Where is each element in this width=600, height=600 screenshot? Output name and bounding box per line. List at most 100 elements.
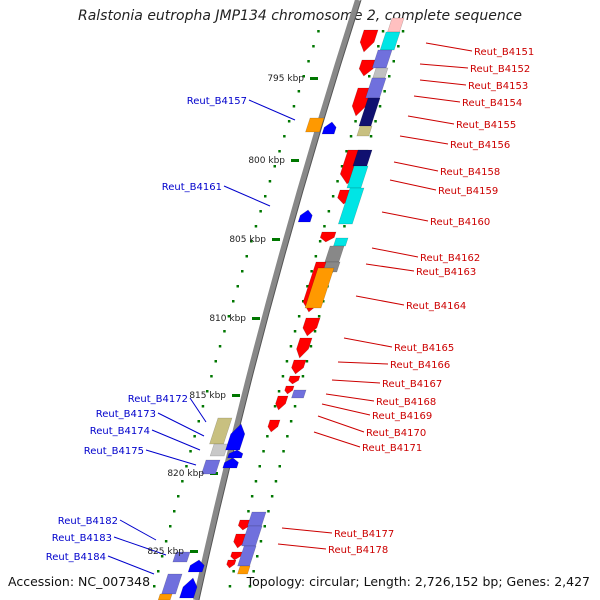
outer-dotted-track-2 (248, 585, 252, 588)
forward-gene (267, 419, 281, 433)
inner-dotted-track (193, 435, 196, 438)
outer-dotted-track-1 (250, 495, 254, 498)
reverse-gene-leader (157, 412, 205, 437)
forward-gene-leader (419, 63, 469, 69)
outer-dotted-track-1 (327, 210, 331, 213)
reverse-gene-label: Reut_B4183 (52, 533, 112, 544)
forward-gene-leader (393, 161, 439, 172)
forward-colored-gene (337, 187, 365, 225)
reverse-gene-leader (107, 555, 155, 575)
scale-tick (190, 550, 198, 553)
inner-dotted-track (297, 90, 301, 93)
scale-tick (252, 317, 260, 320)
forward-gene-label: Reut_B4177 (334, 529, 394, 540)
inner-dotted-track (173, 510, 176, 513)
forward-gene (302, 317, 321, 337)
outer-dotted-track-1 (354, 120, 357, 123)
forward-gene-label: Reut_B4166 (390, 360, 450, 371)
outer-dotted-track-1 (285, 360, 289, 363)
outer-dotted-track-2 (289, 420, 293, 423)
forward-gene (296, 337, 313, 359)
scale-label: 800 kbp (248, 156, 285, 166)
inner-dotted-track (185, 465, 188, 468)
outer-dotted-track-1 (277, 390, 281, 393)
outer-dotted-track-1 (273, 405, 277, 408)
forward-gene-label: Reut_B4153 (468, 81, 528, 92)
outer-dotted-track-2 (383, 90, 386, 93)
forward-gene (284, 385, 295, 395)
reverse-gene (209, 443, 229, 457)
inner-dotted-track (245, 255, 248, 258)
reverse-gene (297, 209, 313, 223)
forward-gene (230, 551, 243, 561)
forward-gene-leader (325, 393, 375, 402)
outer-dotted-track-1 (247, 510, 250, 513)
reverse-gene-leader (151, 429, 201, 451)
reverse-gene (321, 121, 337, 135)
outer-dotted-track-2 (256, 555, 259, 558)
reverse-gene (161, 573, 183, 595)
reverse-gene (225, 423, 246, 451)
inner-dotted-track (164, 540, 168, 543)
outer-dotted-track-2 (252, 570, 255, 573)
outer-dotted-track-1 (293, 330, 297, 333)
scale-tick (272, 238, 280, 241)
forward-gene-leader (331, 379, 381, 384)
forward-gene-label: Reut_B4171 (362, 443, 422, 454)
outer-dotted-track-1 (349, 135, 353, 138)
outer-dotted-track-1 (289, 345, 293, 348)
forward-gene-label: Reut_B4165 (394, 343, 454, 354)
scale-label: 815 kbp (189, 391, 226, 401)
inner-dotted-track (287, 120, 291, 123)
forward-gene-leader (281, 527, 333, 534)
forward-gene (319, 231, 337, 243)
forward-gene-leader (365, 263, 415, 272)
forward-gene-leader (355, 295, 405, 306)
reverse-gene-label: Reut_B4175 (84, 446, 144, 457)
outer-dotted-track-2 (282, 450, 285, 453)
reverse-gene (179, 577, 198, 599)
reverse-gene-leader (113, 536, 167, 556)
chromosome-backbone (193, 0, 361, 600)
forward-colored-gene (333, 237, 349, 247)
forward-gene (275, 395, 289, 411)
forward-gene-leader (337, 361, 389, 365)
inner-dotted-track (160, 555, 164, 558)
inner-dotted-track (232, 300, 235, 303)
outer-dotted-track-2 (401, 30, 405, 33)
reverse-gene (157, 593, 173, 600)
forward-gene-label: Reut_B4154 (462, 98, 522, 109)
forward-colored-gene (371, 49, 393, 69)
inner-dotted-track (223, 330, 226, 333)
inner-dotted-track (227, 315, 231, 318)
reverse-gene-label: Reut_B4174 (90, 426, 150, 437)
forward-colored-gene (291, 389, 307, 399)
outer-dotted-track-1 (306, 285, 309, 288)
inner-dotted-track (181, 480, 184, 483)
reverse-gene-leader (189, 397, 207, 423)
scale-tick (310, 77, 318, 80)
inner-dotted-track (273, 165, 276, 168)
inner-dotted-track (210, 375, 213, 378)
reverse-gene-leader (119, 519, 157, 541)
reverse-gene-leader (248, 99, 296, 121)
forward-colored-gene (324, 245, 345, 263)
forward-gene-leader (313, 431, 361, 448)
outer-dotted-track-1 (232, 570, 235, 573)
topology-text: Topology: circular; Length: 2,726,152 bp… (246, 574, 590, 589)
forward-gene-leader (321, 403, 371, 416)
map-title: Ralstonia eutropha JMP134 chromosome 2, … (77, 8, 522, 24)
outer-dotted-track-1 (381, 30, 385, 33)
reverse-gene-leader (223, 185, 271, 207)
forward-gene-leader (381, 211, 429, 222)
outer-dotted-track-2 (374, 120, 377, 123)
forward-gene-label: Reut_B4170 (366, 428, 426, 439)
reverse-gene (305, 117, 325, 133)
inner-dotted-track (153, 585, 156, 588)
forward-colored-gene (247, 511, 267, 527)
reverse-gene (172, 551, 191, 563)
forward-gene-label: Reut_B4152 (470, 64, 530, 75)
outer-dotted-track-1 (331, 195, 335, 198)
outer-dotted-track-1 (281, 375, 285, 378)
outer-dotted-track-2 (369, 135, 373, 138)
